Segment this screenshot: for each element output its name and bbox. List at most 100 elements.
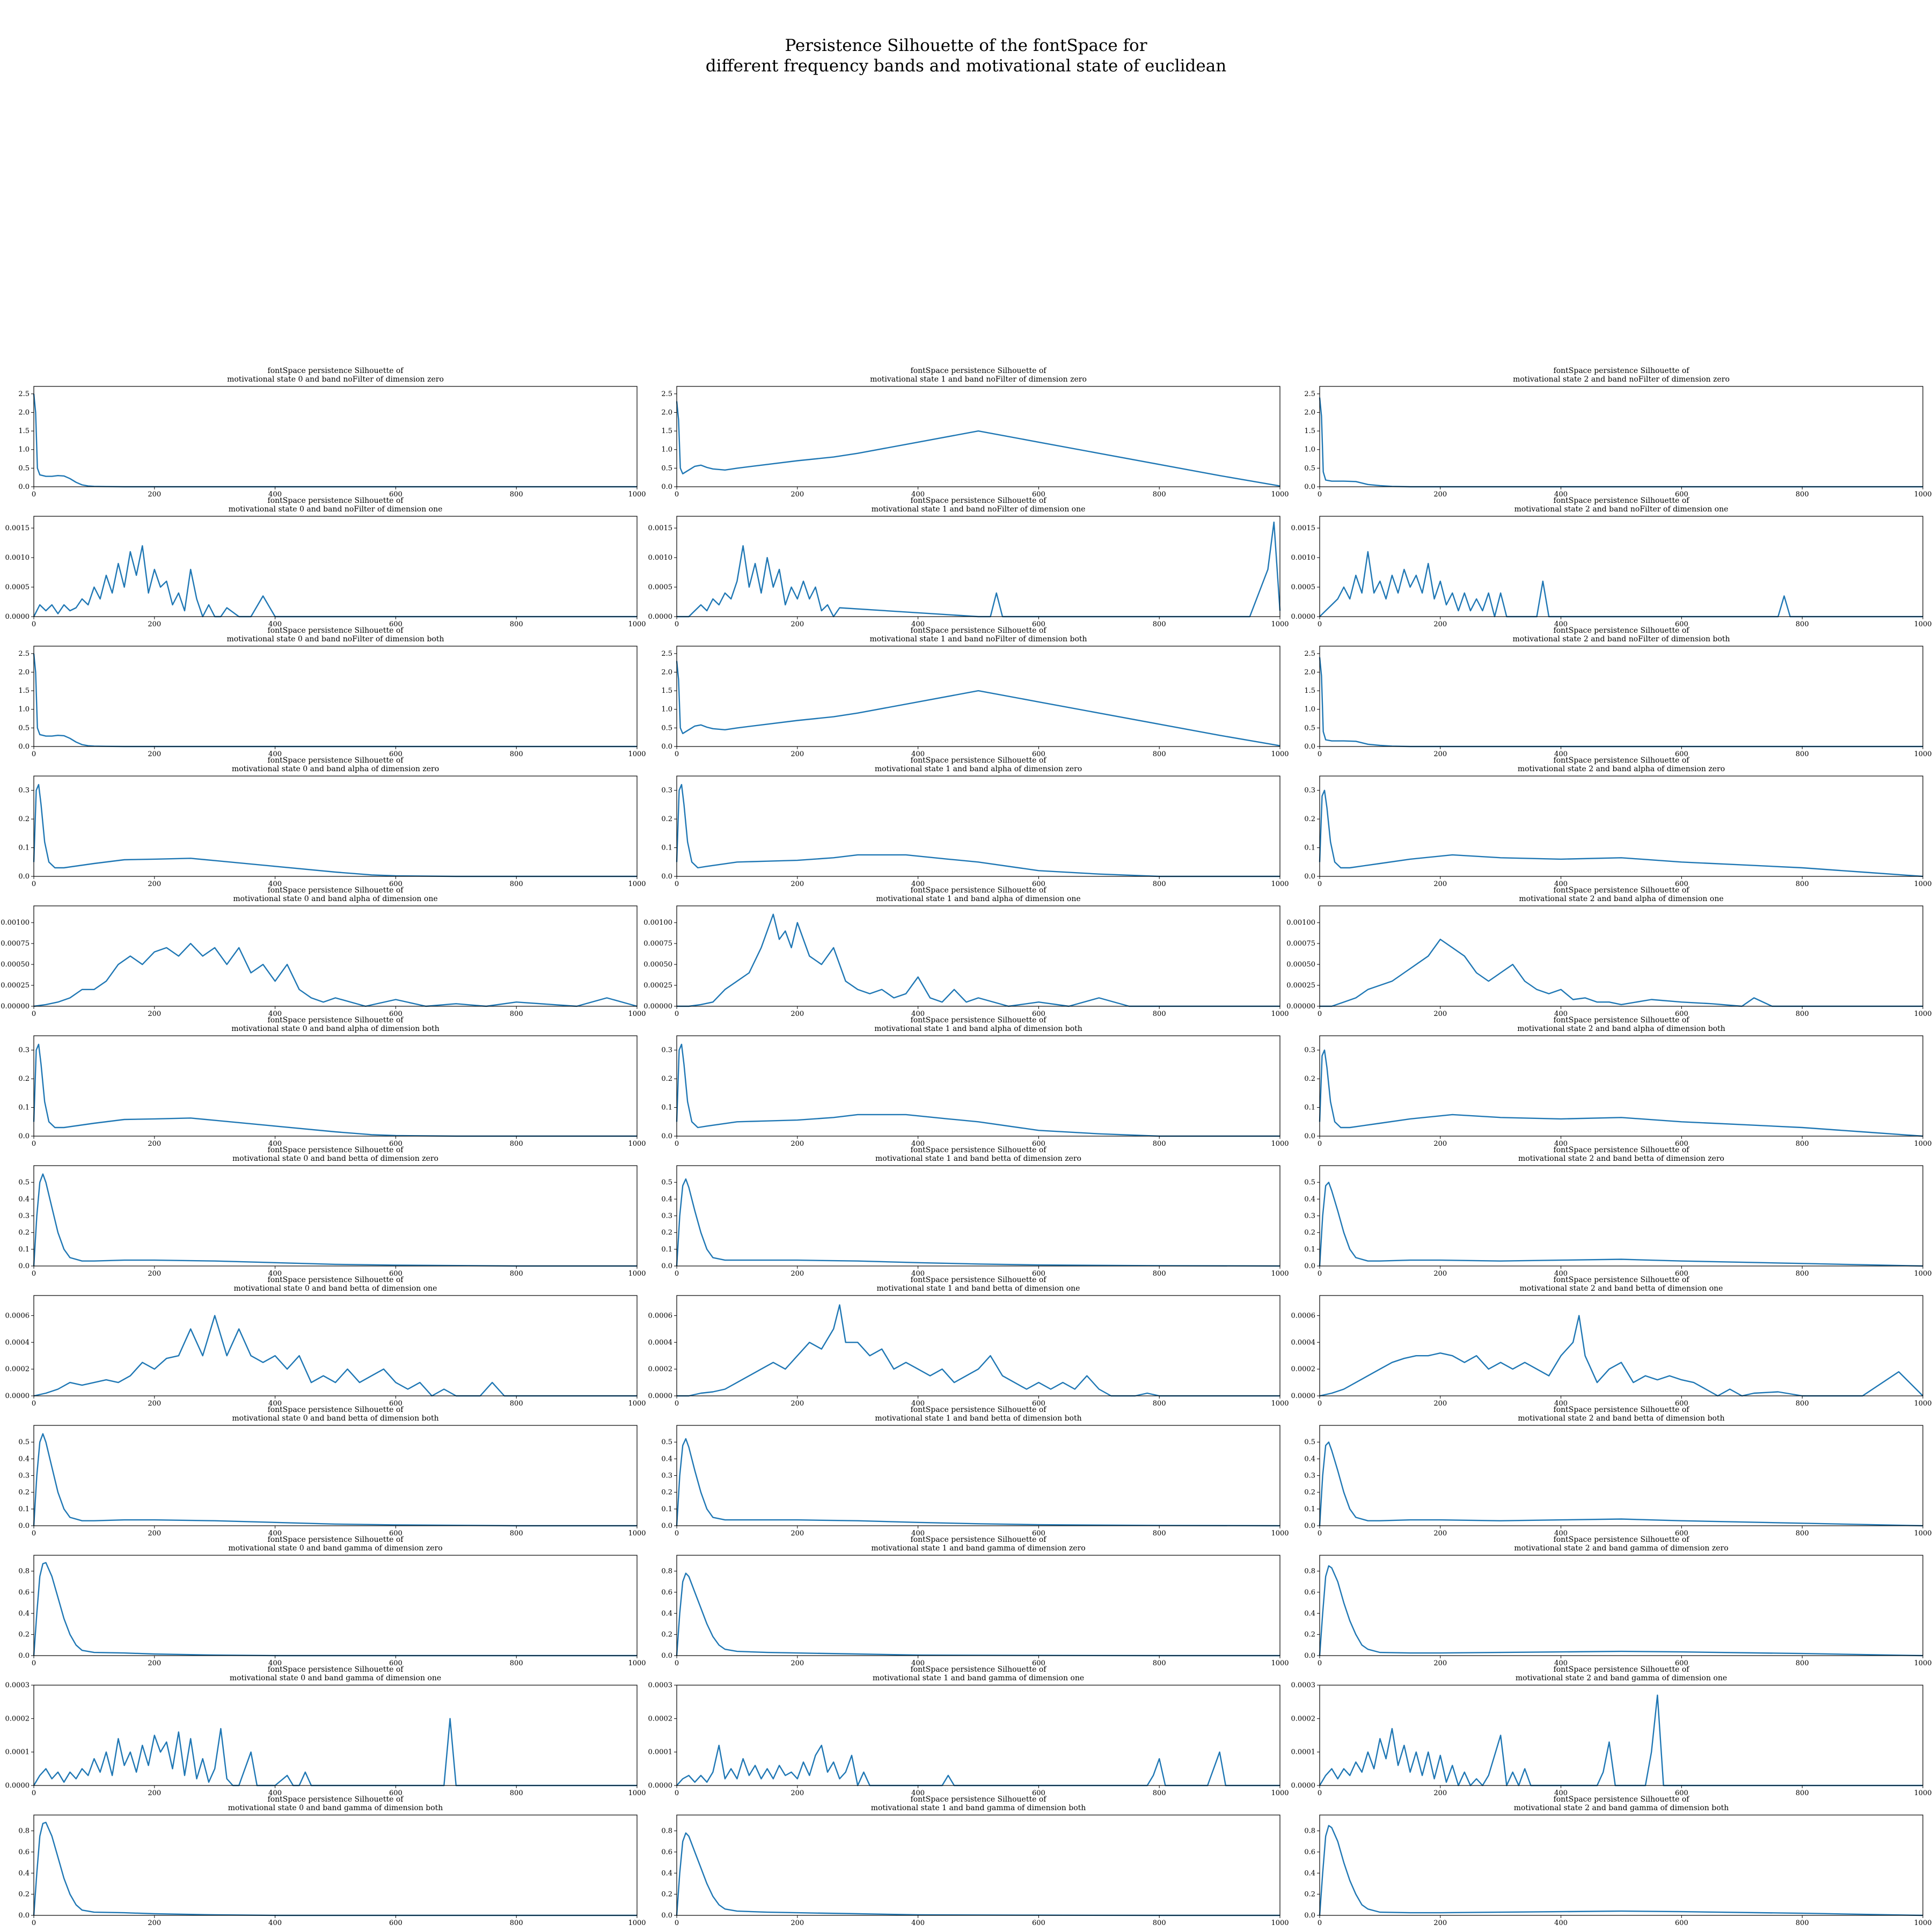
y-tick-label: 0.1 (18, 1104, 30, 1112)
y-tick-label: 0.4 (661, 1869, 672, 1877)
subplot-title-line: motivational state 1 and band noFilter o… (870, 375, 1087, 384)
x-tick-label: 1000 (628, 1270, 646, 1278)
x-tick-label: 600 (1675, 1010, 1688, 1018)
x-tick-label: 600 (1032, 1919, 1045, 1927)
x-tick-label: 0 (675, 1789, 679, 1797)
subplot-title-line: motivational state 1 and band betta of d… (875, 1154, 1081, 1163)
x-tick-label: 0 (32, 1140, 36, 1148)
subplot-title-line: fontSpace persistence Silhouette of (268, 1016, 405, 1024)
subplot-title-line: fontSpace persistence Silhouette of (1554, 756, 1690, 765)
y-tick-label: 0.5 (18, 464, 30, 472)
x-tick-label: 800 (1796, 1270, 1809, 1278)
subplot-title-line: motivational state 0 and band gamma of d… (228, 1804, 443, 1812)
y-tick-label: 0.2 (661, 1229, 672, 1237)
y-tick-label: 0.5 (18, 724, 30, 732)
axes-frame (1319, 905, 1923, 1007)
x-tick-label: 200 (148, 880, 161, 888)
x-tick-label: 1000 (628, 1400, 646, 1408)
y-tick-label: 0.6 (1304, 1589, 1315, 1597)
series-line (676, 1178, 1280, 1267)
subplot-2-2: fontSpace persistence Silhouette ofmotiv… (1304, 626, 1931, 758)
x-tick-label: 0 (32, 1010, 36, 1018)
x-tick-label: 400 (911, 880, 925, 888)
y-tick-label: 0.0010 (5, 554, 30, 562)
axes-frame (1319, 386, 1923, 487)
y-tick-label: 0.0000 (1291, 1782, 1316, 1790)
subplot-title-line: motivational state 0 and band noFilter o… (229, 505, 443, 514)
y-tick-label: 0.0004 (5, 1338, 30, 1346)
y-tick-label: 0.00075 (1, 940, 30, 948)
x-tick-label: 200 (1433, 1400, 1447, 1408)
y-tick-label: 0.6 (18, 1589, 30, 1597)
x-tick-label: 200 (791, 1659, 804, 1667)
x-tick-label: 400 (911, 1400, 925, 1408)
x-tick-label: 600 (389, 1919, 402, 1927)
x-tick-label: 0 (675, 1400, 679, 1408)
x-tick-label: 200 (148, 491, 161, 499)
y-tick-label: 0.2 (661, 1891, 672, 1899)
subplot-title-line: motivational state 1 and band betta of d… (875, 1414, 1081, 1423)
y-tick-label: 0.00100 (643, 919, 672, 927)
y-tick-label: 0.6 (661, 1589, 672, 1597)
y-tick-label: 0.0 (18, 1912, 30, 1920)
subplot-3-1: fontSpace persistence Silhouette ofmotiv… (661, 756, 1289, 888)
y-tick-label: 2.5 (661, 650, 672, 658)
y-tick-label: 0.0 (18, 1522, 30, 1530)
y-tick-label: 0.8 (1304, 1827, 1315, 1835)
axes-frame (33, 646, 638, 747)
x-tick-label: 200 (1433, 750, 1447, 758)
y-tick-label: 0.5 (1304, 1438, 1315, 1446)
x-tick-label: 600 (389, 620, 402, 628)
y-tick-label: 0.0 (1304, 1522, 1315, 1530)
axes-frame (33, 775, 638, 877)
x-tick-label: 1000 (1271, 1789, 1289, 1797)
x-tick-label: 0 (1318, 750, 1322, 758)
x-tick-label: 400 (268, 1140, 282, 1148)
subplot-2-1: fontSpace persistence Silhouette ofmotiv… (661, 626, 1289, 758)
x-tick-label: 200 (1433, 1270, 1447, 1278)
subplot-4-0: fontSpace persistence Silhouette ofmotiv… (1, 886, 646, 1018)
x-tick-label: 600 (1032, 880, 1045, 888)
y-tick-label: 0.4 (661, 1609, 672, 1618)
y-tick-label: 2.0 (1304, 408, 1315, 416)
y-tick-label: 0.2 (661, 1489, 672, 1497)
subplot-title-line: fontSpace persistence Silhouette of (911, 367, 1048, 375)
x-tick-label: 600 (1675, 1529, 1688, 1538)
axes-frame (33, 1685, 638, 1786)
x-tick-label: 0 (32, 880, 36, 888)
axes-frame (33, 516, 638, 617)
subplot-title-line: fontSpace persistence Silhouette of (268, 886, 405, 895)
subplot-title-line: motivational state 2 and band noFilter o… (1512, 635, 1730, 643)
y-tick-label: 1.0 (661, 446, 672, 454)
x-tick-label: 1000 (1271, 1400, 1289, 1408)
x-tick-label: 800 (1796, 1140, 1809, 1148)
x-tick-label: 400 (1554, 880, 1568, 888)
x-tick-label: 600 (1032, 1400, 1045, 1408)
axes-frame (676, 1035, 1280, 1137)
subplot-title-line: fontSpace persistence Silhouette of (268, 1146, 405, 1154)
subplot-title-line: fontSpace persistence Silhouette of (911, 1406, 1048, 1414)
x-tick-label: 400 (911, 1140, 925, 1148)
series-line (676, 401, 1280, 487)
axes-frame (33, 1814, 638, 1916)
subplot-1-1: fontSpace persistence Silhouette ofmotiv… (648, 496, 1289, 628)
subplot-9-1: fontSpace persistence Silhouette ofmotiv… (661, 1535, 1289, 1667)
y-tick-label: 0.1 (1304, 1246, 1315, 1254)
y-tick-label: 1.5 (661, 427, 672, 435)
subplot-title-line: fontSpace persistence Silhouette of (1554, 1276, 1690, 1284)
y-tick-label: 0.8 (18, 1568, 30, 1576)
x-tick-label: 400 (911, 1919, 925, 1927)
x-tick-label: 600 (1032, 1789, 1045, 1797)
axes-frame (676, 905, 1280, 1007)
subplot-title-line: fontSpace persistence Silhouette of (268, 1276, 405, 1284)
figure-title-line-1: Persistence Silhouette of the fontSpace … (785, 36, 1147, 55)
subplot-title-line: fontSpace persistence Silhouette of (911, 626, 1048, 635)
subplot-0-1: fontSpace persistence Silhouette ofmotiv… (661, 367, 1289, 499)
axes-frame (676, 516, 1280, 617)
x-tick-label: 0 (1318, 1789, 1322, 1797)
x-tick-label: 600 (389, 1270, 402, 1278)
x-tick-label: 400 (911, 1659, 925, 1667)
y-tick-label: 0.2 (18, 815, 30, 823)
x-tick-label: 1000 (628, 1010, 646, 1018)
y-tick-label: 0.1 (661, 1104, 672, 1112)
